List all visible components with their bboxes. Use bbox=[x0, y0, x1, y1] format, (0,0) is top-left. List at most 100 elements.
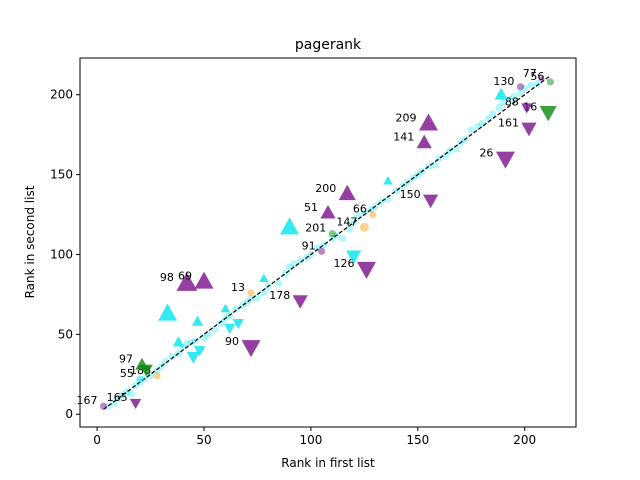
background-point bbox=[360, 209, 368, 217]
background-point bbox=[146, 372, 155, 380]
marker-label-209: 209 bbox=[395, 111, 416, 124]
background-point bbox=[467, 126, 475, 134]
marker-unlabeled-11 bbox=[220, 303, 231, 313]
marker-label-141: 141 bbox=[393, 131, 414, 144]
background-point bbox=[204, 330, 212, 338]
marker-label-66: 66 bbox=[353, 203, 367, 216]
marker-141 bbox=[416, 134, 432, 149]
y-tick-label: 150 bbox=[50, 168, 73, 182]
x-axis-ticks: 0 50 100 150 200 bbox=[93, 427, 536, 447]
y-tick-label: 100 bbox=[50, 247, 73, 261]
marker-unlabeled-29 bbox=[383, 176, 393, 185]
y-tick-label: 50 bbox=[58, 327, 73, 341]
background-point bbox=[253, 294, 262, 302]
marker-91 bbox=[317, 247, 326, 255]
marker-unlabeled-10 bbox=[194, 346, 206, 357]
marker-label-126: 126 bbox=[333, 257, 354, 270]
marker-66 bbox=[369, 210, 377, 219]
y-tick-label: 200 bbox=[50, 88, 73, 102]
background-point bbox=[127, 389, 135, 398]
marker-unlabeled-26 bbox=[346, 250, 362, 265]
background-point bbox=[489, 110, 497, 118]
background-point bbox=[211, 325, 219, 334]
marker-51 bbox=[320, 204, 336, 219]
marker-label-201: 201 bbox=[305, 222, 326, 235]
marker-55 bbox=[136, 375, 144, 383]
marker-165 bbox=[129, 398, 142, 410]
background-point bbox=[431, 161, 439, 169]
marker-label-178: 178 bbox=[269, 289, 290, 302]
marker-167 bbox=[99, 402, 108, 410]
background-point bbox=[290, 260, 298, 268]
background-point bbox=[516, 89, 525, 97]
marker-unlabeled-13 bbox=[232, 318, 244, 330]
marker-unlabeled-37 bbox=[494, 87, 508, 100]
background-point bbox=[275, 279, 283, 287]
background-point bbox=[499, 99, 507, 107]
marker-label-98: 98 bbox=[160, 271, 174, 284]
chart-title: pagerank bbox=[295, 37, 362, 53]
x-tick-label: 0 bbox=[93, 433, 101, 447]
marker-178 bbox=[292, 295, 308, 309]
marker-label-200: 200 bbox=[315, 182, 336, 195]
background-point bbox=[110, 399, 118, 407]
marker-label-88: 88 bbox=[505, 96, 519, 109]
background-point bbox=[232, 305, 240, 313]
background-point bbox=[478, 119, 486, 128]
marker-unlabeled-7 bbox=[172, 336, 185, 347]
marker-unlabeled-20 bbox=[280, 217, 300, 235]
x-axis-label: Rank in first list bbox=[281, 456, 375, 470]
background-point bbox=[296, 257, 304, 265]
marker-unlabeled-18 bbox=[259, 273, 269, 282]
x-tick-label: 50 bbox=[196, 433, 211, 447]
background-point bbox=[384, 194, 392, 203]
background-point bbox=[527, 81, 535, 89]
marker-90 bbox=[241, 340, 261, 358]
background-point bbox=[168, 353, 176, 361]
marker-label-69: 69 bbox=[178, 270, 192, 283]
marker-label-26: 26 bbox=[479, 147, 493, 160]
marker-label-51: 51 bbox=[304, 201, 318, 214]
marker-150 bbox=[423, 194, 439, 209]
marker-126 bbox=[356, 261, 376, 279]
marker-label-130: 130 bbox=[493, 75, 514, 88]
marker-188 bbox=[153, 372, 161, 380]
marker-label-13: 13 bbox=[231, 281, 245, 294]
marker-201 bbox=[328, 230, 336, 238]
marker-16 bbox=[539, 106, 557, 122]
marker-130 bbox=[516, 83, 525, 91]
marker-unlabeled-12 bbox=[223, 323, 236, 334]
y-axis-ticks: 0 50 100 150 200 bbox=[50, 88, 80, 421]
x-tick-label: 150 bbox=[406, 433, 429, 447]
y-tick-label: 0 bbox=[65, 407, 73, 421]
marker-77 bbox=[539, 76, 545, 82]
background-point bbox=[533, 79, 542, 88]
x-tick-label: 200 bbox=[513, 433, 536, 447]
background-point bbox=[506, 95, 514, 104]
marker-69 bbox=[194, 271, 214, 289]
marker-label-77: 77 bbox=[523, 67, 537, 80]
background-point bbox=[183, 340, 191, 348]
marker-label-91: 91 bbox=[302, 239, 316, 252]
background-point bbox=[339, 234, 347, 243]
marker-200 bbox=[338, 184, 356, 201]
background-point bbox=[161, 357, 170, 366]
marker-label-55: 55 bbox=[120, 367, 134, 380]
marker-161 bbox=[521, 122, 537, 137]
marker-label-161: 161 bbox=[498, 116, 519, 129]
marker-label-150: 150 bbox=[400, 188, 421, 201]
marker-label-167: 167 bbox=[77, 394, 98, 407]
marker-label-147: 147 bbox=[336, 215, 357, 228]
background-point bbox=[260, 289, 268, 297]
background-point bbox=[187, 338, 195, 346]
diagonal-reference-line bbox=[103, 75, 551, 410]
marker-label-56: 56 bbox=[530, 70, 544, 83]
marker-unlabeled-6 bbox=[158, 303, 178, 321]
marker-label-90: 90 bbox=[225, 335, 239, 348]
marker-147 bbox=[359, 222, 369, 232]
marker-13 bbox=[247, 289, 255, 297]
marker-unlabeled-9 bbox=[191, 315, 204, 326]
marker-26 bbox=[495, 151, 515, 169]
marker-unlabeled-8 bbox=[186, 351, 200, 364]
